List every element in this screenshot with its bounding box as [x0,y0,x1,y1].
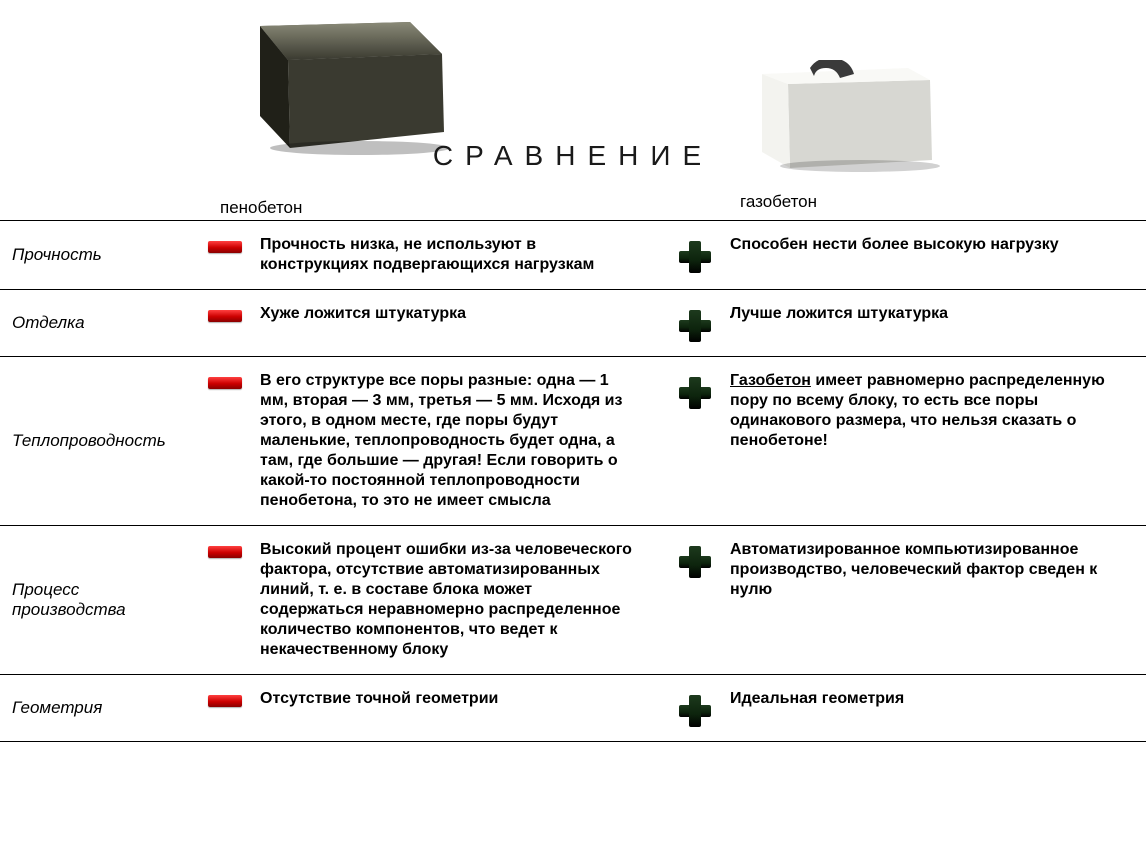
minus-icon [190,540,260,558]
left-desc: Высокий процент ошибки из-за человеческо… [260,540,660,660]
minus-icon [190,304,260,322]
row-thermal: Теплопроводность В его структуре все пор… [0,356,1146,525]
minus-icon [190,235,260,253]
page-title: СРАВНЕНИЕ [433,140,713,172]
plus-icon [660,304,730,342]
minus-icon [190,689,260,707]
right-desc: Способен нести более высокую нагрузку [730,235,1130,255]
row-title: Прочность [0,245,190,265]
plus-icon [660,689,730,727]
left-desc: Отсутствие точной геометрии [260,689,660,709]
row-process: Процесс производства Высокий процент оши… [0,525,1146,674]
row-title: Процесс производства [0,580,190,620]
header: СРАВНЕНИЕ пенобетон газобетон [0,0,1146,220]
left-desc: В его структуре все поры разные: одна — … [260,371,660,511]
row-title: Отделка [0,313,190,333]
plus-icon [660,235,730,273]
aerated-concrete-block-image [740,60,940,175]
right-desc: Идеальная геометрия [730,689,1130,709]
left-desc: Хуже ложится штукатурка [260,304,660,324]
row-geometry: Геометрия Отсутствие точной геометрии Ид… [0,674,1146,742]
plus-icon [660,371,730,409]
minus-icon [190,371,260,389]
right-desc: Лучше ложится штукатурка [730,304,1130,324]
column-label-aerated-concrete: газобетон [740,192,817,212]
row-title: Геометрия [0,698,190,718]
left-desc: Прочность низка, не используют в констру… [260,235,660,275]
right-desc-prefix: Газобетон [730,372,811,389]
foam-concrete-block-image [230,20,450,155]
row-finish: Отделка Хуже ложится штукатурка Лучше ло… [0,289,1146,356]
column-label-foam-concrete: пенобетон [220,198,302,218]
row-strength: Прочность Прочность низка, не используют… [0,220,1146,289]
right-desc: Газобетон имеет равномерно распределенну… [730,371,1130,451]
row-title: Теплопроводность [0,431,190,451]
plus-icon [660,540,730,578]
comparison-table: Прочность Прочность низка, не используют… [0,220,1146,742]
right-desc: Автоматизированное компьютизированное пр… [730,540,1130,600]
